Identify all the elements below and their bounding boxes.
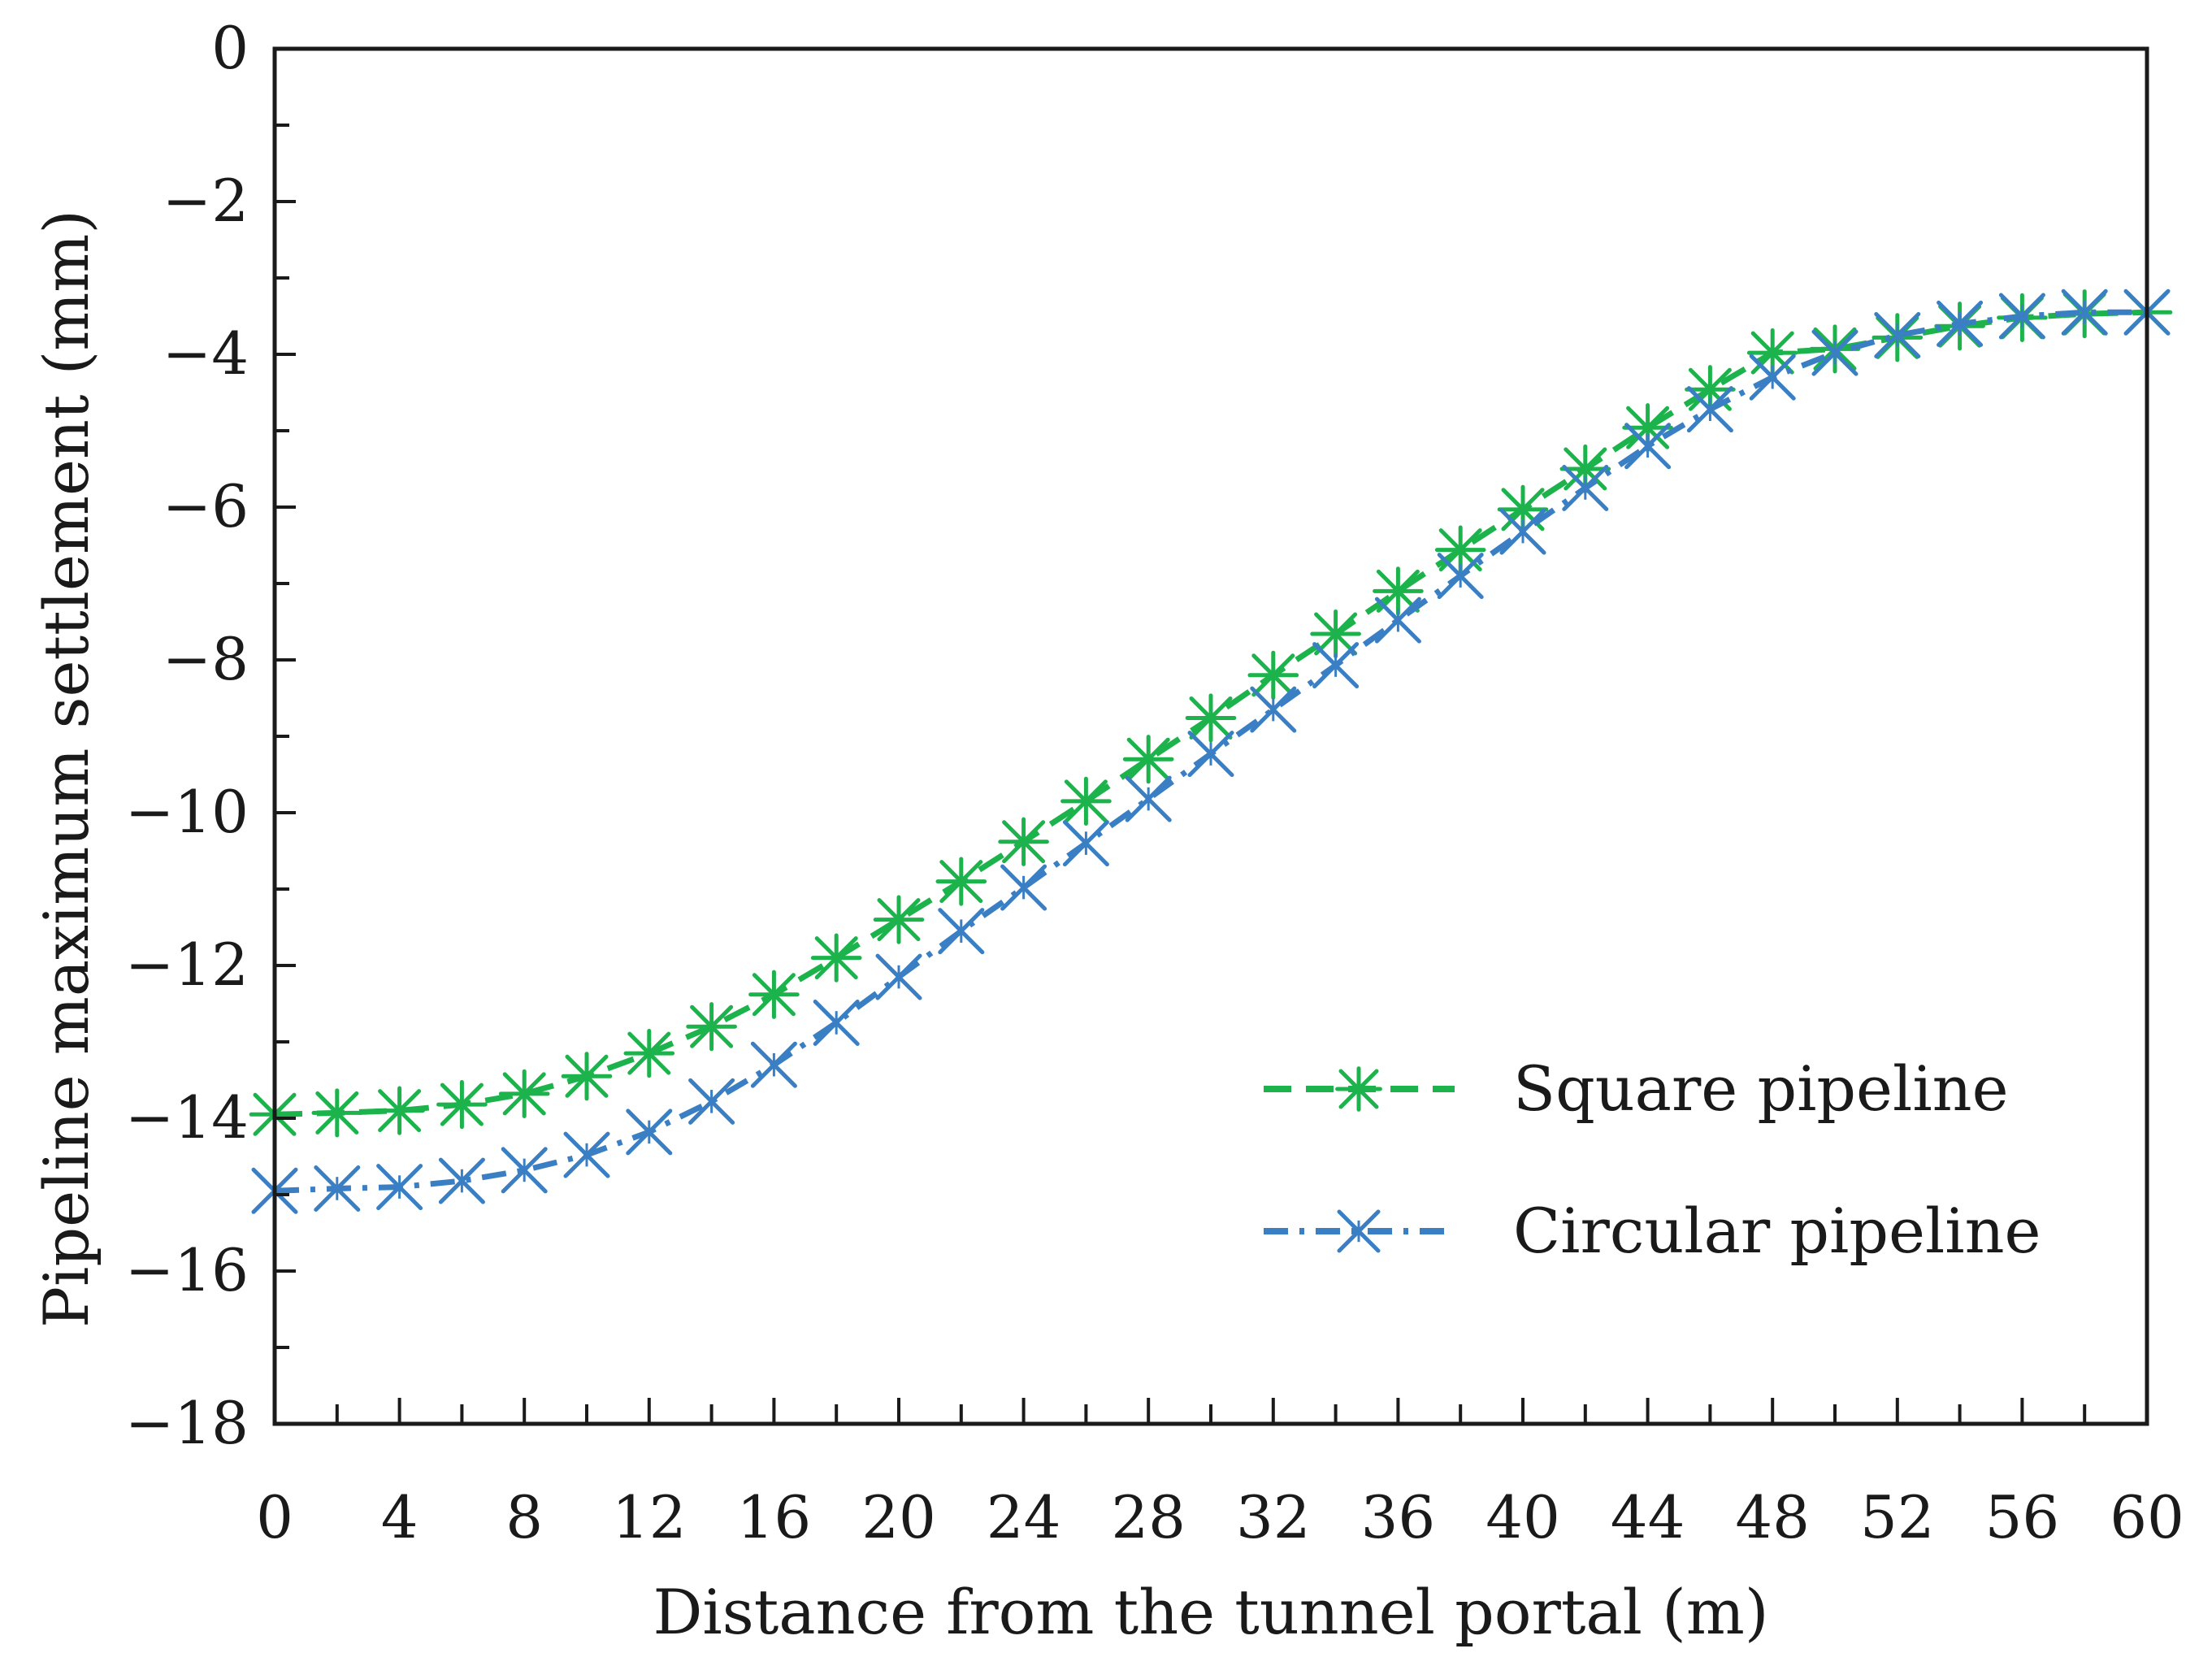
data-point xyxy=(1624,423,1672,470)
data-point xyxy=(1312,642,1360,689)
y-tick-label: −18 xyxy=(125,1389,249,1457)
x-tick-label: 24 xyxy=(987,1483,1061,1551)
data-point xyxy=(1250,686,1297,733)
data-point xyxy=(1749,354,1796,401)
data-point xyxy=(1000,864,1047,911)
data-point xyxy=(311,1088,363,1138)
x-tick-label: 0 xyxy=(256,1483,293,1551)
data-point xyxy=(748,970,800,1019)
data-point xyxy=(2061,289,2108,336)
data-point xyxy=(1811,329,1859,376)
legend-marker xyxy=(1337,1209,1381,1253)
y-tick-label: −10 xyxy=(125,778,249,846)
data-point xyxy=(501,1147,548,1194)
data-point xyxy=(1062,820,1109,867)
data-point xyxy=(873,895,925,944)
data-point xyxy=(1499,508,1546,555)
tick-labels-layer: 0 4 8 12 16 20 24 28 32 36 40 44 48 52 56 600−2−4−6−8−1… xyxy=(125,14,2184,1551)
legend-label: Square pipeline xyxy=(1513,1052,2009,1125)
data-point xyxy=(1060,776,1112,826)
data-point xyxy=(314,1165,361,1212)
data-point xyxy=(813,1000,860,1046)
legend: Square pipeline Circular pipeline xyxy=(1264,1052,2041,1267)
data-point xyxy=(998,817,1049,866)
data-point xyxy=(561,1052,613,1101)
y-tick-label: −14 xyxy=(125,1083,249,1152)
x-axis-title: Distance from the tunnel portal (m) xyxy=(653,1576,1768,1648)
x-tick-label: 44 xyxy=(1611,1483,1685,1551)
data-point xyxy=(1187,731,1234,778)
data-point xyxy=(1437,553,1484,600)
data-point xyxy=(688,1078,735,1125)
x-tick-label: 52 xyxy=(1860,1483,1935,1551)
data-point xyxy=(1998,293,2045,340)
data-point xyxy=(875,953,922,1000)
y-tick-label: −4 xyxy=(163,319,249,388)
y-tick-label: −6 xyxy=(163,472,249,540)
x-tick-label: 4 xyxy=(381,1483,419,1551)
x-tick-label: 28 xyxy=(1111,1483,1186,1551)
data-point xyxy=(436,1079,488,1130)
data-point xyxy=(935,857,987,906)
data-point xyxy=(1686,386,1733,433)
data-point xyxy=(750,1041,797,1088)
data-point xyxy=(376,1164,423,1211)
data-point xyxy=(1374,597,1421,644)
data-point xyxy=(498,1069,550,1119)
data-point xyxy=(1185,693,1237,743)
y-tick-label: −8 xyxy=(163,625,249,693)
x-tick-label: 16 xyxy=(737,1483,812,1551)
data-point xyxy=(810,933,862,983)
data-point xyxy=(1559,444,1611,494)
x-tick-label: 20 xyxy=(861,1483,936,1551)
data-point xyxy=(686,1002,737,1052)
x-tick-label: 8 xyxy=(505,1483,543,1551)
ticks-layer xyxy=(273,47,2149,1425)
x-tick-label: 36 xyxy=(1361,1483,1436,1551)
x-tick-label: 32 xyxy=(1236,1483,1311,1551)
x-tick-label: 40 xyxy=(1486,1483,1560,1551)
data-point xyxy=(1937,300,1984,347)
series-circular xyxy=(251,289,2171,1214)
y-axis-title: Pipeline maximum settlement (mm) xyxy=(30,210,102,1328)
data-point xyxy=(1373,566,1424,616)
data-point xyxy=(563,1131,610,1178)
x-tick-label: 12 xyxy=(612,1483,687,1551)
data-point xyxy=(623,1029,675,1078)
legend-marker xyxy=(1335,1066,1382,1112)
legend-item: Square pipeline xyxy=(1264,1052,2009,1125)
x-tick-label: 48 xyxy=(1735,1483,1810,1551)
y-tick-label: 0 xyxy=(211,14,249,82)
data-point xyxy=(1247,650,1299,700)
data-point xyxy=(1122,735,1174,784)
legend-label: Circular pipeline xyxy=(1513,1195,2041,1267)
data-point xyxy=(438,1157,485,1204)
data-point xyxy=(1874,312,1921,358)
y-tick-label: −16 xyxy=(125,1236,249,1304)
legend-item: Circular pipeline xyxy=(1264,1195,2041,1267)
y-tick-label: −2 xyxy=(163,167,249,235)
data-point xyxy=(1497,484,1549,534)
data-point xyxy=(1125,775,1172,822)
x-tick-label: 56 xyxy=(1985,1483,2060,1551)
data-point xyxy=(1310,609,1361,659)
x-tick-label: 60 xyxy=(2110,1483,2184,1551)
data-point xyxy=(938,908,985,955)
data-point xyxy=(1562,465,1609,511)
data-point xyxy=(626,1108,673,1156)
y-tick-label: −12 xyxy=(125,931,249,999)
data-point xyxy=(374,1086,425,1135)
